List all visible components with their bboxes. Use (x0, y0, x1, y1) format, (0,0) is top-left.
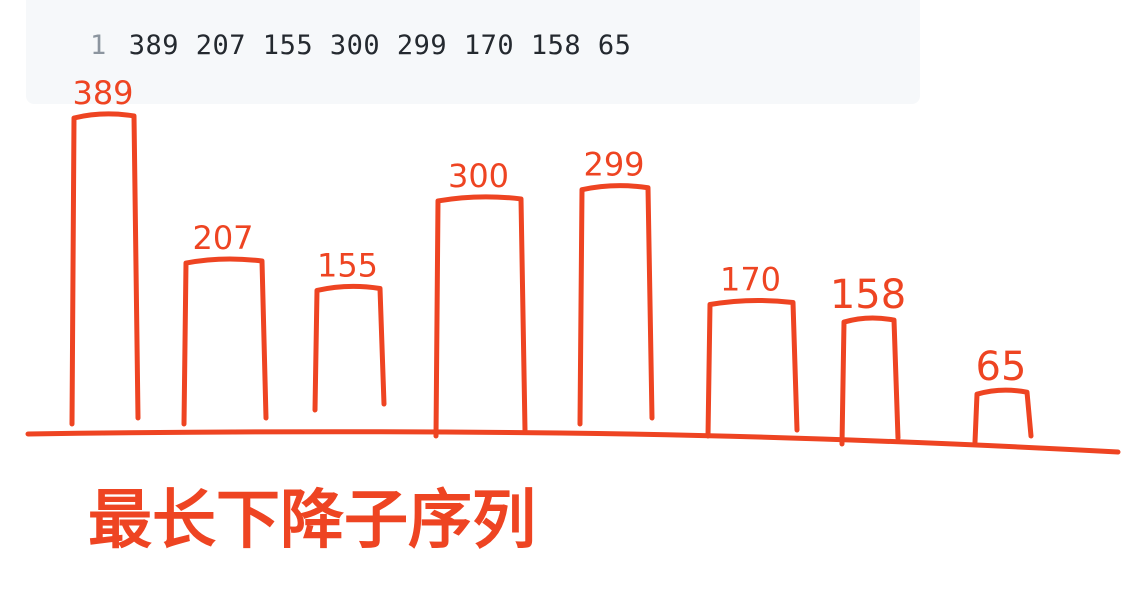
bar-6 (705, 297, 800, 439)
value-label-1: 389 (72, 74, 133, 112)
code-text: 389 207 155 300 299 170 158 65 (128, 30, 632, 61)
bar-7 (839, 315, 901, 447)
value-label-6: 170 (720, 261, 781, 299)
bar-1 (69, 111, 141, 427)
value-label-3: 155 (317, 246, 378, 284)
value-label-5: 299 (583, 146, 644, 184)
code-line: 1 389 207 155 300 299 170 158 65 (90, 30, 631, 61)
value-label-7: 158 (830, 272, 906, 318)
bar-2 (181, 256, 269, 427)
value-label-4: 300 (448, 157, 509, 195)
value-label-2: 207 (192, 219, 253, 257)
x-axis-label: 最长下降子序列 (88, 484, 536, 558)
value-labels-group: 389 207 155 300 299 170 158 65 (72, 74, 1026, 390)
bar-5 (577, 183, 655, 427)
bar-3 (312, 283, 387, 413)
bar-4 (433, 194, 528, 439)
code-block: 1 389 207 155 300 299 170 158 65 (26, 0, 920, 104)
value-label-8: 65 (976, 344, 1027, 390)
baseline (25, 429, 1121, 455)
bar-8 (972, 387, 1034, 445)
line-number: 1 (90, 30, 107, 61)
bars-group (69, 111, 1034, 447)
